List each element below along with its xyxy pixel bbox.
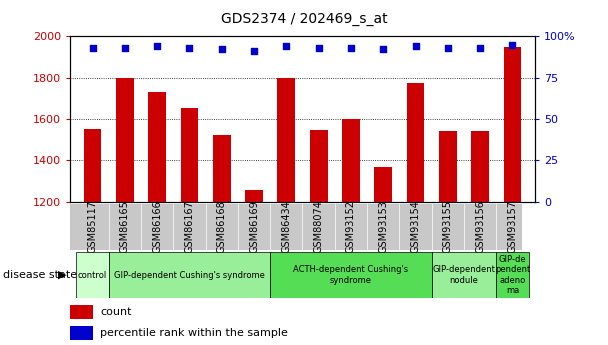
Text: disease state: disease state — [3, 270, 77, 280]
Text: GSM88074: GSM88074 — [314, 200, 323, 253]
Text: ACTH-dependent Cushing's
syndrome: ACTH-dependent Cushing's syndrome — [294, 265, 409, 285]
Text: GIP-de
pendent
adeno
ma: GIP-de pendent adeno ma — [495, 255, 530, 295]
Bar — [407, 83, 424, 202]
Bar — [496, 252, 528, 298]
Bar — [375, 167, 392, 202]
Bar — [116, 78, 134, 202]
Bar — [181, 108, 198, 202]
Bar — [277, 78, 295, 202]
Point — [217, 47, 227, 52]
Bar — [503, 47, 521, 202]
Text: ▶: ▶ — [58, 270, 67, 280]
Bar — [70, 326, 94, 339]
Point — [120, 45, 130, 51]
Text: GDS2374 / 202469_s_at: GDS2374 / 202469_s_at — [221, 12, 387, 26]
Bar — [245, 190, 263, 202]
Point — [378, 47, 388, 52]
Text: GSM86165: GSM86165 — [120, 200, 130, 253]
Bar — [270, 252, 432, 298]
Bar — [148, 92, 166, 202]
Bar — [309, 130, 328, 202]
Point — [314, 45, 323, 51]
Text: percentile rank within the sample: percentile rank within the sample — [100, 328, 288, 338]
Text: control: control — [78, 270, 107, 280]
Point — [88, 45, 97, 51]
Bar — [70, 306, 94, 319]
Point — [475, 45, 485, 51]
Point — [185, 45, 195, 51]
Point — [508, 42, 517, 47]
Bar — [213, 135, 230, 202]
Bar — [77, 252, 109, 298]
Bar — [471, 131, 489, 202]
Bar — [439, 131, 457, 202]
Text: count: count — [100, 307, 131, 317]
Text: GIP-dependent
nodule: GIP-dependent nodule — [432, 265, 496, 285]
Point — [443, 45, 453, 51]
Point — [346, 45, 356, 51]
Text: GIP-dependent Cushing's syndrome: GIP-dependent Cushing's syndrome — [114, 270, 265, 280]
Text: GSM93156: GSM93156 — [475, 200, 485, 253]
Text: GSM93155: GSM93155 — [443, 200, 453, 253]
Bar — [432, 252, 496, 298]
Point — [410, 43, 420, 49]
Text: GSM86167: GSM86167 — [184, 200, 195, 253]
Bar — [109, 252, 270, 298]
Text: GSM93157: GSM93157 — [508, 200, 517, 253]
Text: GSM93154: GSM93154 — [410, 200, 421, 253]
Text: GSM93152: GSM93152 — [346, 200, 356, 253]
Point — [249, 48, 259, 54]
Point — [152, 43, 162, 49]
Text: GSM86434: GSM86434 — [282, 200, 291, 253]
Text: GSM86168: GSM86168 — [216, 200, 227, 253]
Bar — [84, 129, 102, 202]
Text: GSM85117: GSM85117 — [88, 200, 97, 253]
Bar — [342, 119, 360, 202]
Text: GSM93153: GSM93153 — [378, 200, 389, 253]
Text: GSM86166: GSM86166 — [152, 200, 162, 253]
Text: GSM86169: GSM86169 — [249, 200, 259, 253]
Point — [282, 43, 291, 49]
